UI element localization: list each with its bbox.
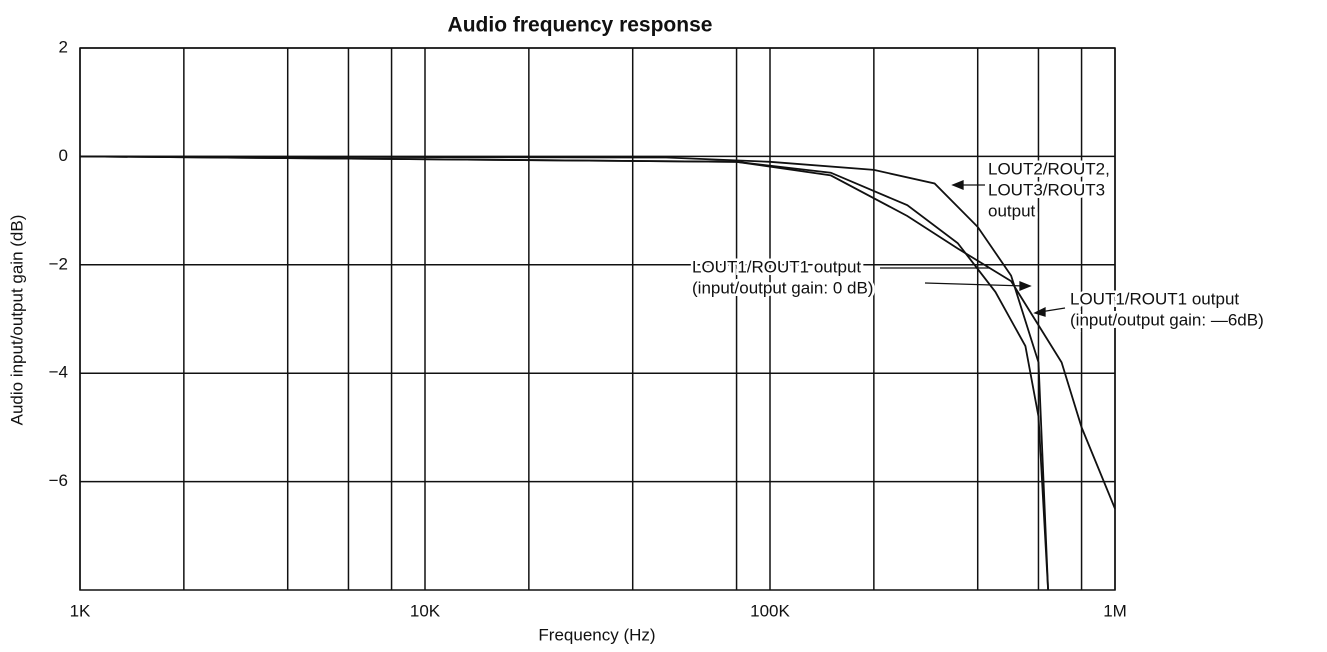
series-line [79, 155, 1116, 510]
y-tick-label: 0 [59, 146, 68, 165]
annotation-arrows [880, 180, 1066, 317]
annotation: (input/output gain: 0 dB) [692, 278, 873, 297]
plot-frame [79, 47, 1116, 591]
y-tick-label: 2 [59, 37, 68, 56]
y-tick-label: −6 [49, 471, 68, 490]
x-tick-label: 10K [410, 601, 441, 620]
annotation: LOUT2/ROUT2, [988, 159, 1110, 178]
x-tick-label: 100K [750, 601, 790, 620]
annotation: LOUT1/ROUT1 output [692, 257, 861, 276]
annotation: LOUT1/ROUT1 output [1070, 289, 1239, 308]
y-tick-label: −4 [49, 363, 68, 382]
y-axis-label: Audio input/output gain (dB) [7, 215, 26, 426]
x-tick-label: 1M [1103, 601, 1127, 620]
x-axis-label: Frequency (Hz) [538, 625, 655, 644]
y-tick-label: −2 [49, 254, 68, 273]
annotation: LOUT3/ROUT3 [988, 180, 1105, 199]
chart-title: Audio frequency response [448, 14, 713, 37]
annotation: output [988, 201, 1036, 220]
x-tick-label: 1K [70, 601, 91, 620]
annotation: (input/output gain: —6dB) [1070, 310, 1264, 329]
series-line [79, 155, 1049, 591]
